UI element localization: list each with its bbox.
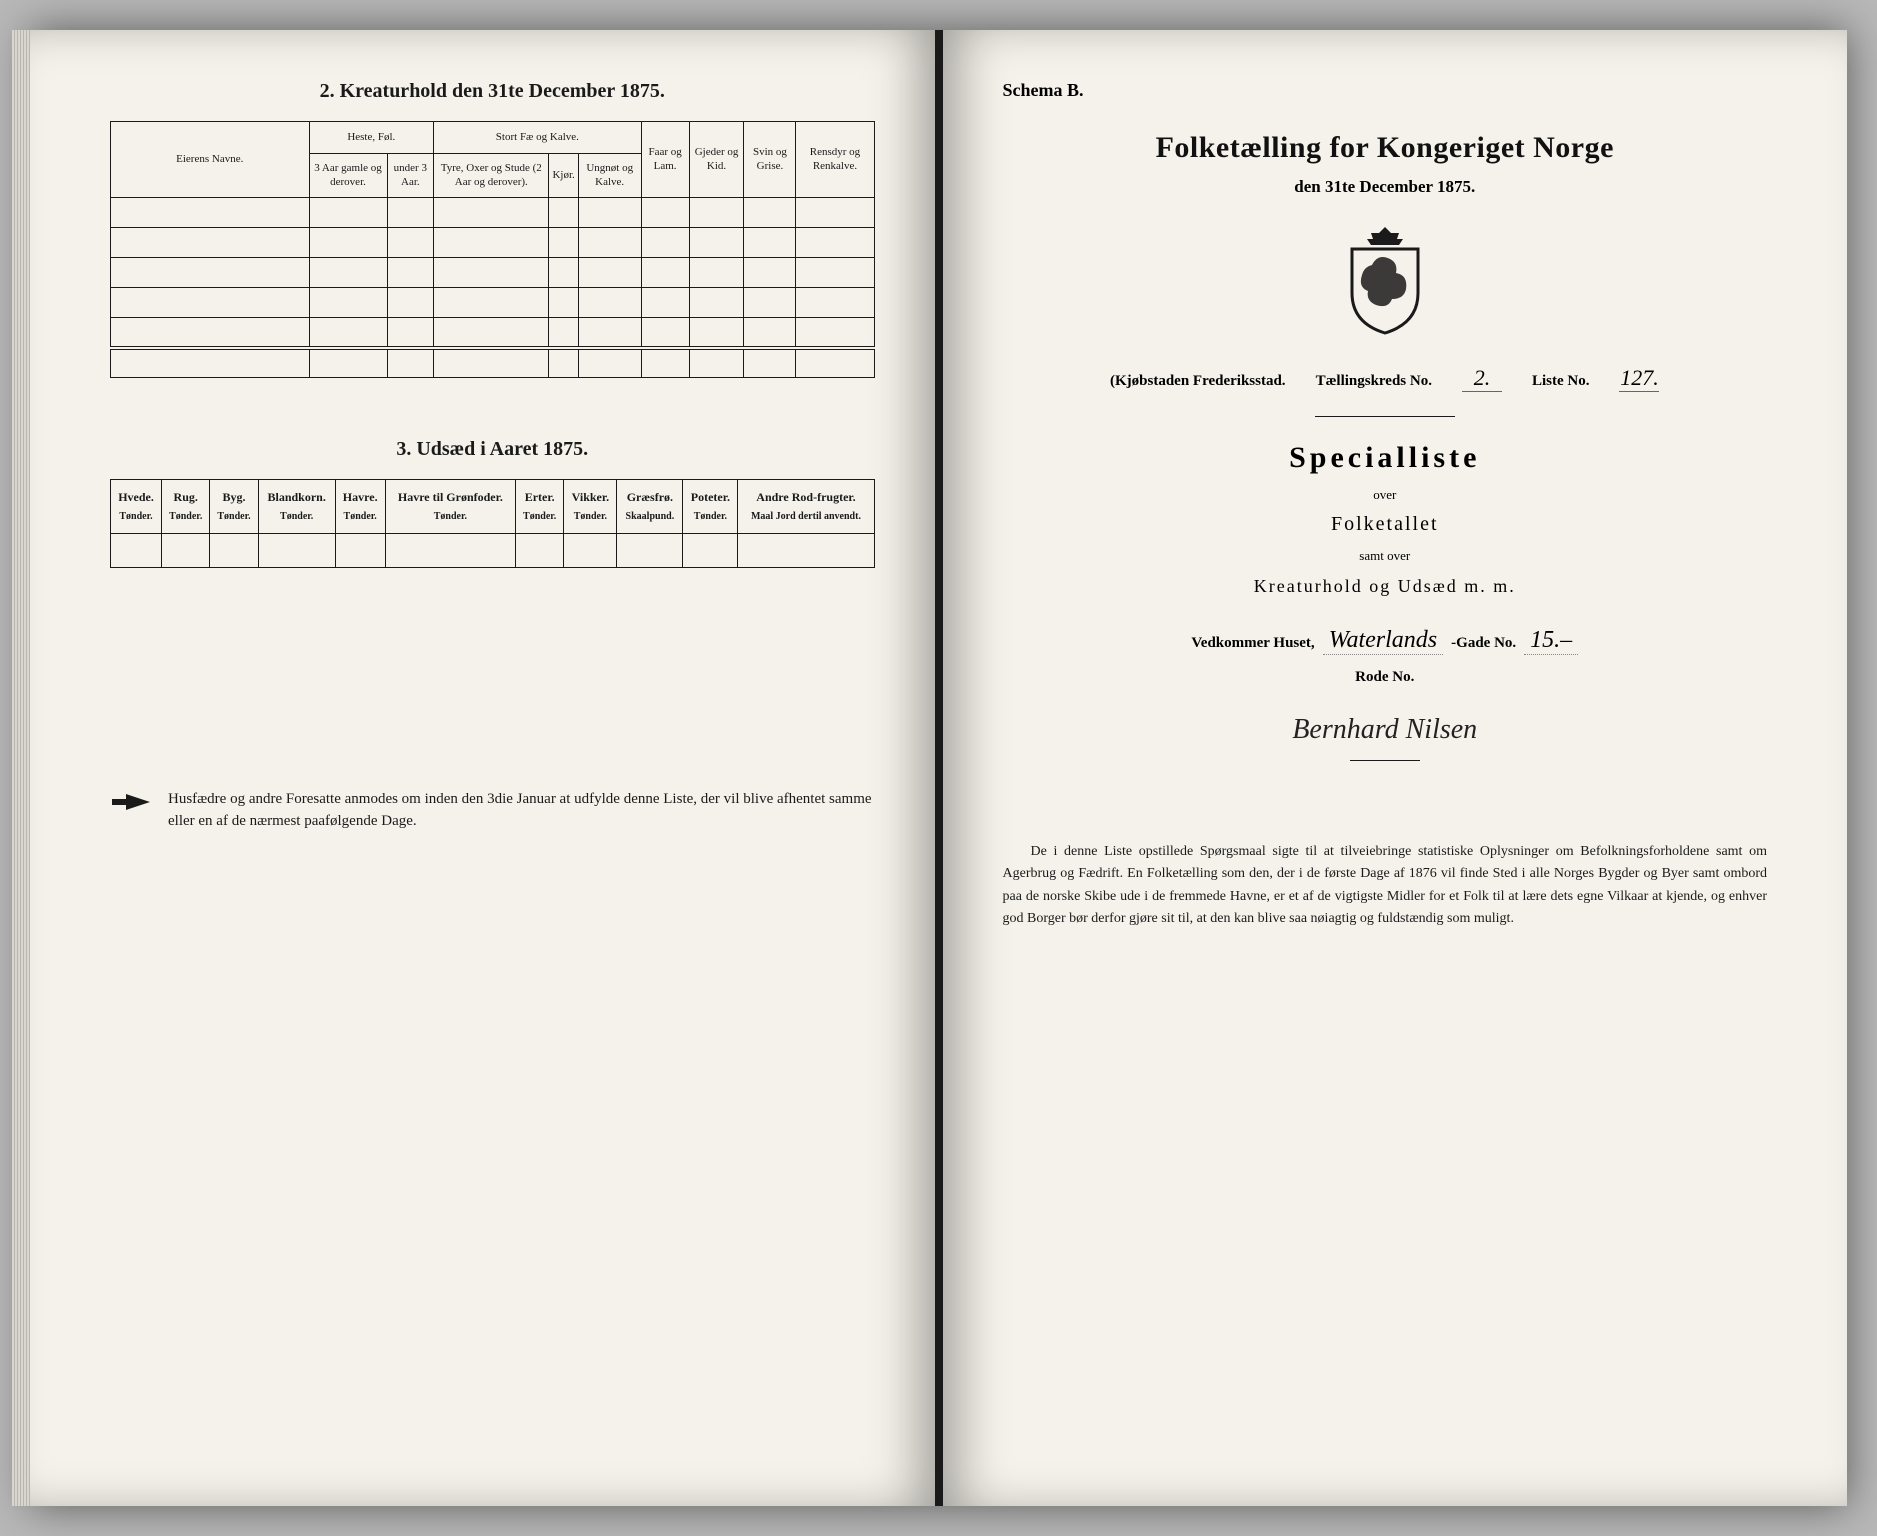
kreds-label: Tællingskreds No. xyxy=(1316,373,1432,390)
vedkommer-label: Vedkommer Huset, xyxy=(1191,635,1314,652)
seed-col-2: Byg.Tønder. xyxy=(210,480,258,534)
bottom-paragraph: De i denne Liste opstillede Spørgsmaal s… xyxy=(1003,841,1768,931)
rode-line: Rode No. xyxy=(1003,669,1768,686)
section-3-title: 3. Udsæd i Aaret 1875. xyxy=(110,438,875,461)
seed-col-9: Poteter.Tønder. xyxy=(683,480,738,534)
folketallet: Folketallet xyxy=(1003,513,1768,536)
col-pigs: Svin og Grise. xyxy=(744,122,796,198)
col-horses-under3: under 3 Aar. xyxy=(387,154,434,198)
footnote: Husfædre og andre Foresatte anmodes om i… xyxy=(110,788,875,833)
date-line: den 31te December 1875. xyxy=(1003,177,1768,197)
table-row xyxy=(111,288,875,318)
gade-label: -Gade No. xyxy=(1451,635,1516,652)
table-row xyxy=(111,198,875,228)
signature: Bernhard Nilsen xyxy=(1003,714,1768,746)
page-edge-stack xyxy=(12,30,30,1506)
vedkommer-line: Vedkommer Huset, Waterlands -Gade No. 15… xyxy=(1003,627,1768,655)
kreds-value: 2. xyxy=(1462,365,1502,392)
col-cattle-bulls: Tyre, Oxer og Stude (2 Aar og derover). xyxy=(434,154,549,198)
pointing-hand-icon xyxy=(110,791,152,813)
col-group-cattle: Stort Fæ og Kalve. xyxy=(434,122,641,154)
schema-label: Schema B. xyxy=(1003,80,1768,101)
seed-col-4: Havre.Tønder. xyxy=(335,480,385,534)
seed-col-3: Blandkorn.Tønder. xyxy=(258,480,335,534)
seed-table: Hvede.Tønder. Rug.Tønder. Byg.Tønder. Bl… xyxy=(110,479,875,568)
section-2-title: 2. Kreaturhold den 31te December 1875. xyxy=(110,80,875,103)
liste-label: Liste No. xyxy=(1532,373,1590,390)
table-row xyxy=(111,348,875,378)
divider-short xyxy=(1350,760,1420,761)
livestock-table: Eierens Navne. Heste, Føl. Stort Fæ og K… xyxy=(110,121,875,378)
footnote-text: Husfædre og andre Foresatte anmodes om i… xyxy=(168,788,875,833)
divider xyxy=(1315,416,1455,417)
seed-col-5: Havre til Grønfoder.Tønder. xyxy=(385,480,515,534)
coat-of-arms-icon xyxy=(1340,225,1430,335)
district-line: (Kjøbstaden Frederiksstad. Tællingskreds… xyxy=(1003,365,1768,392)
col-cattle-young: Ungnøt og Kalve. xyxy=(578,154,641,198)
kjobstad: (Kjøbstaden Frederiksstad. xyxy=(1110,373,1286,390)
street-handwritten: Waterlands xyxy=(1323,627,1443,655)
seed-col-6: Erter.Tønder. xyxy=(516,480,564,534)
col-goats: Gjeder og Kid. xyxy=(689,122,744,198)
table-row xyxy=(111,228,875,258)
main-title: Folketælling for Kongeriget Norge xyxy=(1003,131,1768,165)
liste-value: 127. xyxy=(1619,365,1659,392)
gade-value: 15.– xyxy=(1524,627,1578,655)
col-group-horses: Heste, Føl. xyxy=(309,122,434,154)
col-owner: Eierens Navne. xyxy=(111,122,310,198)
seed-col-8: Græsfrø.Skaalpund. xyxy=(617,480,683,534)
col-reindeer: Rensdyr og Renkalve. xyxy=(796,122,874,198)
right-page: Schema B. Folketælling for Kongeriget No… xyxy=(939,30,1848,1506)
table-row xyxy=(111,258,875,288)
seed-col-7: Vikker.Tønder. xyxy=(564,480,617,534)
table-row xyxy=(111,533,875,567)
col-sheep: Faar og Lam. xyxy=(641,122,689,198)
seed-col-10: Andre Rod-frugter.Maal Jord dertil anven… xyxy=(738,480,874,534)
special-title: Specialliste xyxy=(1003,441,1768,475)
samt-over: samt over xyxy=(1003,548,1768,564)
left-page: 2. Kreaturhold den 31te December 1875. E… xyxy=(30,30,939,1506)
table-row xyxy=(111,318,875,348)
livestock-table-body xyxy=(111,198,875,378)
col-cattle-cows: Kjør. xyxy=(549,154,578,198)
seed-col-0: Hvede.Tønder. xyxy=(111,480,162,534)
kreatur-line: Kreaturhold og Udsæd m. m. xyxy=(1003,576,1768,597)
seed-col-1: Rug.Tønder. xyxy=(162,480,210,534)
book-spread: 2. Kreaturhold den 31te December 1875. E… xyxy=(30,30,1847,1506)
over-label: over xyxy=(1003,487,1768,503)
col-horses-3plus: 3 Aar gamle og derover. xyxy=(309,154,387,198)
